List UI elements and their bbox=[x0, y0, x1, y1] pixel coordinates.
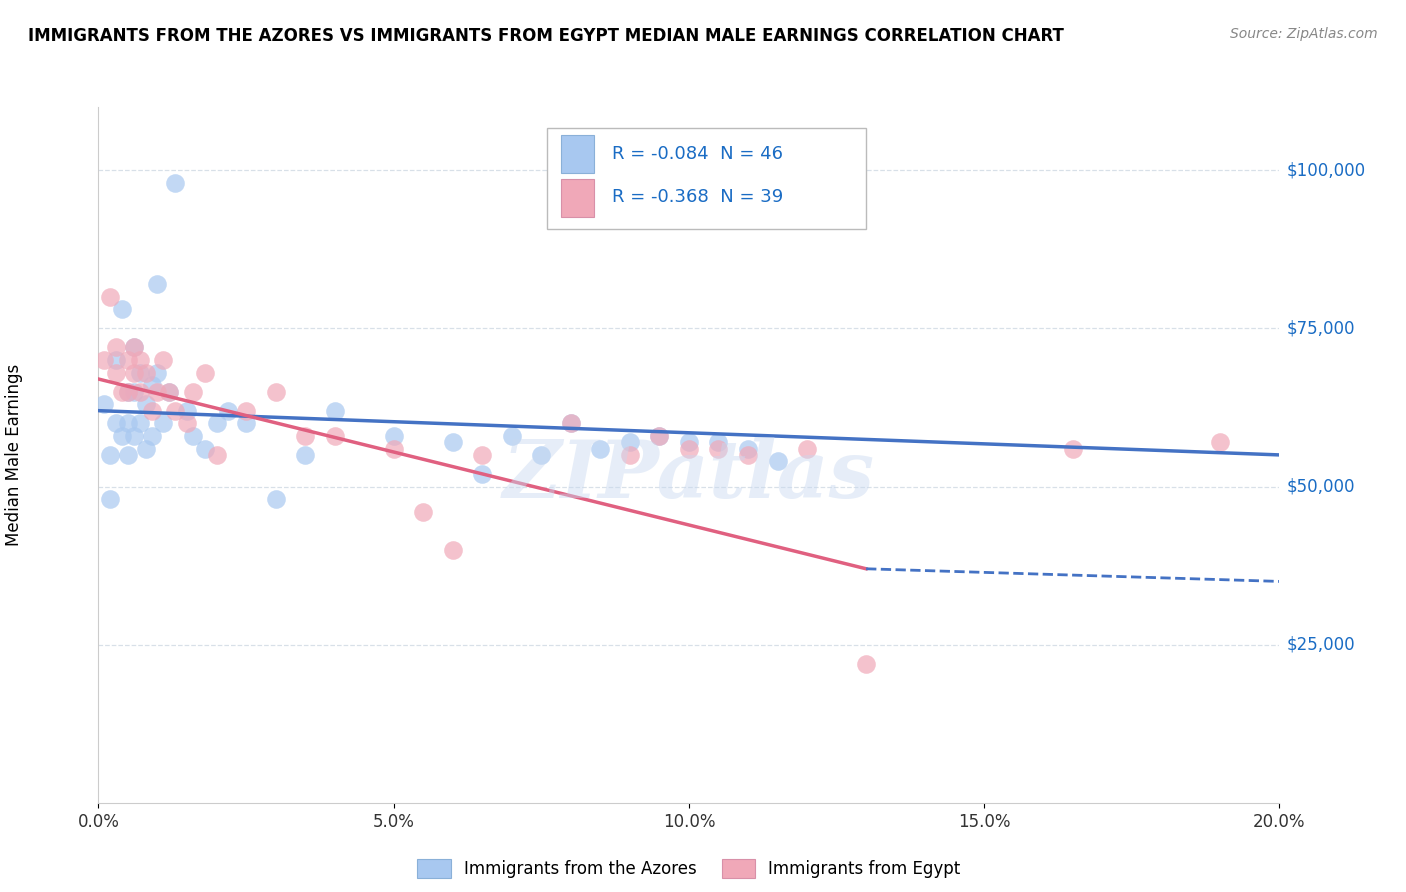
Text: Median Male Earnings: Median Male Earnings bbox=[6, 364, 22, 546]
Point bbox=[165, 403, 187, 417]
Point bbox=[181, 429, 204, 443]
Point bbox=[471, 467, 494, 481]
Point bbox=[111, 302, 134, 317]
Bar bbox=[561, 135, 595, 173]
Text: $25,000: $25,000 bbox=[1286, 636, 1355, 654]
Point bbox=[176, 417, 198, 431]
FancyBboxPatch shape bbox=[547, 128, 866, 229]
Point bbox=[294, 448, 316, 462]
Point bbox=[530, 448, 553, 462]
Point bbox=[146, 366, 169, 380]
Point bbox=[323, 403, 346, 417]
Point bbox=[122, 384, 145, 399]
Point bbox=[619, 448, 641, 462]
Bar bbox=[561, 178, 595, 217]
Point bbox=[205, 417, 228, 431]
Text: Source: ZipAtlas.com: Source: ZipAtlas.com bbox=[1230, 27, 1378, 41]
Point bbox=[176, 403, 198, 417]
Text: R = -0.084  N = 46: R = -0.084 N = 46 bbox=[612, 145, 783, 162]
Point bbox=[766, 454, 789, 468]
Point bbox=[117, 353, 139, 368]
Point bbox=[146, 384, 169, 399]
Point bbox=[122, 429, 145, 443]
Point bbox=[128, 417, 150, 431]
Point bbox=[105, 340, 128, 354]
Point bbox=[412, 505, 434, 519]
Point bbox=[135, 397, 157, 411]
Point bbox=[648, 429, 671, 443]
Text: ZIPatlas: ZIPatlas bbox=[503, 437, 875, 515]
Point bbox=[98, 448, 121, 462]
Point bbox=[181, 384, 204, 399]
Point bbox=[217, 403, 239, 417]
Point bbox=[141, 378, 163, 392]
Point bbox=[98, 290, 121, 304]
Point bbox=[323, 429, 346, 443]
Point bbox=[501, 429, 523, 443]
Point bbox=[111, 384, 134, 399]
Point bbox=[194, 442, 217, 456]
Point bbox=[141, 429, 163, 443]
Point bbox=[648, 429, 671, 443]
Point bbox=[117, 448, 139, 462]
Point bbox=[796, 442, 818, 456]
Point bbox=[122, 340, 145, 354]
Point bbox=[135, 366, 157, 380]
Point bbox=[152, 417, 174, 431]
Legend: Immigrants from the Azores, Immigrants from Egypt: Immigrants from the Azores, Immigrants f… bbox=[411, 853, 967, 885]
Point bbox=[235, 417, 257, 431]
Point bbox=[157, 384, 180, 399]
Point bbox=[235, 403, 257, 417]
Point bbox=[382, 429, 405, 443]
Point bbox=[382, 442, 405, 456]
Point bbox=[122, 366, 145, 380]
Point bbox=[1209, 435, 1232, 450]
Text: $75,000: $75,000 bbox=[1286, 319, 1355, 337]
Point bbox=[105, 353, 128, 368]
Point bbox=[707, 435, 730, 450]
Point bbox=[111, 429, 134, 443]
Point bbox=[737, 448, 759, 462]
Point bbox=[619, 435, 641, 450]
Point bbox=[264, 492, 287, 507]
Point bbox=[105, 417, 128, 431]
Point bbox=[194, 366, 217, 380]
Point bbox=[471, 448, 494, 462]
Point bbox=[152, 353, 174, 368]
Point bbox=[589, 442, 612, 456]
Point bbox=[560, 417, 582, 431]
Point bbox=[678, 442, 700, 456]
Point bbox=[560, 417, 582, 431]
Point bbox=[117, 384, 139, 399]
Point bbox=[165, 176, 187, 190]
Point bbox=[122, 340, 145, 354]
Point bbox=[678, 435, 700, 450]
Text: IMMIGRANTS FROM THE AZORES VS IMMIGRANTS FROM EGYPT MEDIAN MALE EARNINGS CORRELA: IMMIGRANTS FROM THE AZORES VS IMMIGRANTS… bbox=[28, 27, 1064, 45]
Point bbox=[1062, 442, 1084, 456]
Point bbox=[93, 353, 115, 368]
Text: R = -0.368  N = 39: R = -0.368 N = 39 bbox=[612, 188, 783, 206]
Text: $100,000: $100,000 bbox=[1286, 161, 1365, 179]
Point bbox=[441, 542, 464, 557]
Point bbox=[146, 277, 169, 292]
Point bbox=[264, 384, 287, 399]
Point bbox=[294, 429, 316, 443]
Point bbox=[141, 403, 163, 417]
Point bbox=[128, 353, 150, 368]
Point bbox=[855, 657, 877, 671]
Point bbox=[205, 448, 228, 462]
Point bbox=[128, 366, 150, 380]
Point bbox=[128, 384, 150, 399]
Point bbox=[707, 442, 730, 456]
Point bbox=[135, 442, 157, 456]
Text: $50,000: $50,000 bbox=[1286, 477, 1355, 496]
Point bbox=[105, 366, 128, 380]
Point bbox=[157, 384, 180, 399]
Point bbox=[117, 384, 139, 399]
Point bbox=[117, 417, 139, 431]
Point bbox=[737, 442, 759, 456]
Point bbox=[93, 397, 115, 411]
Point bbox=[98, 492, 121, 507]
Point bbox=[441, 435, 464, 450]
